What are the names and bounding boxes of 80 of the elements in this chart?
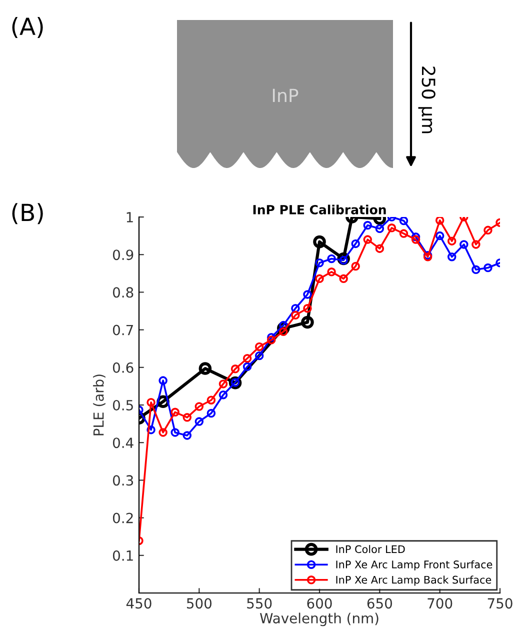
point <box>266 336 276 344</box>
x-tick-label: 550 <box>247 598 272 609</box>
point <box>327 268 336 276</box>
point <box>303 304 312 313</box>
y-tick-label: 0.7 <box>112 324 133 336</box>
point <box>242 354 252 363</box>
x-tick-label: 450 <box>126 598 152 609</box>
x-tick-label: 600 <box>307 598 332 609</box>
point <box>351 262 360 271</box>
point <box>327 254 336 264</box>
point <box>206 408 216 418</box>
legend-label: InP Color LED <box>336 545 405 554</box>
text: 250 µm <box>418 66 436 134</box>
point <box>472 240 480 249</box>
point <box>411 232 420 242</box>
y-tick-label: 0.6 <box>112 362 134 373</box>
point <box>472 265 480 274</box>
point <box>313 235 326 248</box>
point <box>301 316 314 329</box>
point <box>218 380 228 388</box>
point <box>254 342 264 352</box>
y-tick-label: 1 <box>126 212 133 222</box>
point <box>194 402 204 411</box>
point <box>399 229 408 238</box>
point <box>158 428 168 437</box>
y-tick-label: 0.5 <box>112 400 133 410</box>
point <box>303 290 312 299</box>
point <box>399 217 408 226</box>
point <box>460 240 468 249</box>
point <box>375 244 384 253</box>
point <box>447 236 456 246</box>
point <box>206 396 216 404</box>
x-tick-label: 500 <box>186 598 212 609</box>
point <box>339 274 348 284</box>
text: (A) <box>12 16 43 38</box>
point <box>435 231 444 240</box>
point <box>158 376 168 385</box>
point <box>194 417 204 426</box>
point <box>198 362 212 375</box>
chart-title: InP PLE Calibration <box>253 204 386 214</box>
point <box>484 226 492 235</box>
x-axis-title: Wavelength (nm) <box>260 612 378 626</box>
y-tick-label: 0.9 <box>112 250 134 260</box>
point <box>315 258 324 268</box>
point <box>266 332 276 342</box>
y-tick-label: 0.8 <box>112 287 134 298</box>
point <box>230 364 240 374</box>
x-tick-label: 750 <box>488 598 512 609</box>
y-tick-label: 0.2 <box>112 512 133 524</box>
point <box>182 413 192 422</box>
point <box>375 224 384 234</box>
y-axis-title: PLE (arb) <box>93 374 106 436</box>
point <box>435 217 444 225</box>
point <box>291 304 300 313</box>
point <box>170 428 180 437</box>
legend-label: InP Xe Arc Lamp Back Surface <box>336 576 492 586</box>
point <box>146 425 156 434</box>
point <box>291 310 300 320</box>
text: InP <box>272 88 298 102</box>
point <box>218 390 228 400</box>
x-tick-label: 700 <box>428 598 452 609</box>
y-tick-label: 0.1 <box>112 550 133 561</box>
point <box>254 351 264 360</box>
point <box>146 398 156 407</box>
legend-label: InP Xe Arc Lamp Front Surface <box>336 560 492 570</box>
point <box>363 235 372 244</box>
y-tick-label: 0.4 <box>112 438 134 448</box>
point <box>363 220 372 230</box>
x-tick-label: 650 <box>367 598 392 609</box>
point <box>170 408 180 417</box>
point <box>242 362 252 372</box>
point <box>182 431 192 440</box>
point <box>484 263 492 272</box>
point <box>351 239 360 248</box>
point <box>387 224 396 232</box>
point <box>447 252 456 262</box>
text: (B) <box>12 203 43 224</box>
y-tick-label: 0.3 <box>112 475 134 486</box>
point <box>411 235 420 244</box>
point <box>315 274 324 284</box>
